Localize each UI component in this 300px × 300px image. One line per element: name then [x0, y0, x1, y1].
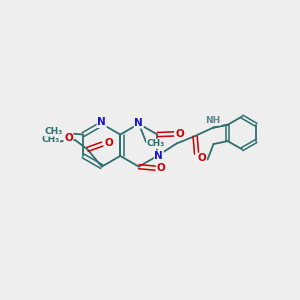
- Text: N: N: [134, 118, 143, 128]
- Text: O: O: [157, 163, 166, 173]
- Text: NH: NH: [205, 116, 220, 125]
- Text: O: O: [198, 153, 206, 163]
- Text: O: O: [64, 133, 73, 142]
- Text: CH₃: CH₃: [147, 139, 165, 148]
- Text: O: O: [104, 138, 113, 148]
- Text: CH₃: CH₃: [44, 127, 63, 136]
- Text: N: N: [154, 151, 163, 161]
- Text: CH₃: CH₃: [41, 135, 59, 144]
- Text: O: O: [175, 129, 184, 139]
- Text: N: N: [98, 117, 106, 128]
